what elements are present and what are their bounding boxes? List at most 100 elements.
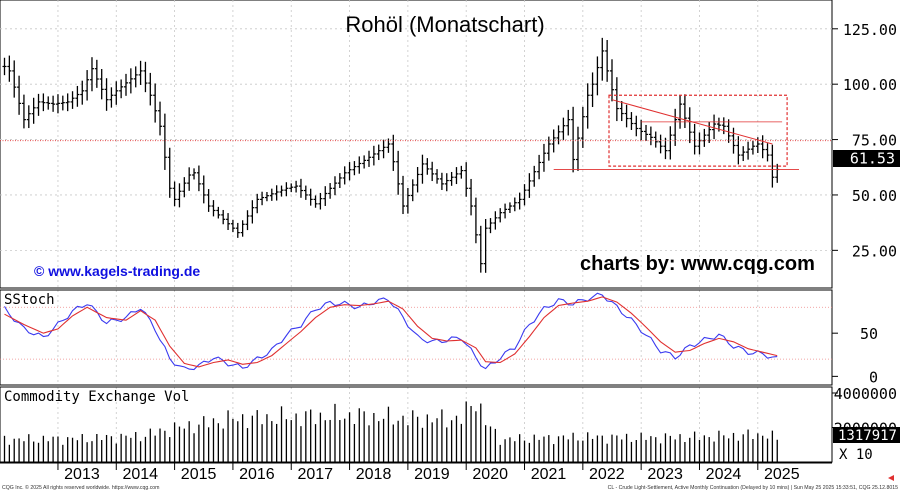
last-price-label: 61.53 <box>850 150 895 168</box>
ohlc-bar <box>55 94 60 114</box>
ohlc-bar <box>109 87 114 108</box>
x-tick-label: 2014 <box>122 466 158 483</box>
ohlc-bar <box>26 105 31 129</box>
ohlc-bar <box>507 202 512 214</box>
ohlc-bar <box>605 40 610 82</box>
scroll-arrow-icon[interactable] <box>888 475 894 481</box>
x-tick-label: 2018 <box>356 466 392 483</box>
ohlc-bar <box>75 85 80 107</box>
ohlc-bar <box>682 94 687 128</box>
ohlc-bar <box>226 213 231 231</box>
ohlc-bar <box>405 187 410 214</box>
ohlc-bar <box>337 173 342 188</box>
stoch-grid <box>0 306 832 360</box>
price-y-tick-label: 25.00 <box>852 242 897 260</box>
ohlc-bar <box>765 143 770 162</box>
ohlc-bar <box>692 123 697 155</box>
ohlc-bar <box>687 107 692 144</box>
ohlc-bar <box>469 178 474 216</box>
ohlc-bar <box>143 61 148 93</box>
ohlc-bar <box>124 73 128 96</box>
cqg-watermark: charts by: www.cqg.com <box>580 253 815 275</box>
ohlc-bar <box>410 179 415 202</box>
ohlc-bar <box>21 94 26 129</box>
ohlc-bar <box>401 175 406 215</box>
ohlc-bar <box>522 184 527 206</box>
x-tick-label: 2024 <box>706 466 742 483</box>
x-tick-label: 2016 <box>239 466 275 483</box>
ohlc-bar <box>245 210 250 231</box>
ohlc-bar <box>600 37 605 81</box>
ohlc-bar <box>726 119 731 143</box>
x-tick-label: 2015 <box>181 466 217 483</box>
ohlc-bar <box>298 178 303 198</box>
ohlc-bar <box>420 154 425 184</box>
ohlc-bar <box>381 139 386 159</box>
ohlc-bar <box>196 165 201 192</box>
ohlc-bar <box>760 135 765 159</box>
ohlc-bar <box>357 156 362 174</box>
ohlc-bar <box>371 145 376 166</box>
ohlc-bar <box>634 115 639 137</box>
stoch-lines <box>4 292 778 371</box>
ohlc-bar <box>216 206 221 219</box>
consolidation-range-box <box>608 94 788 167</box>
price-y-tick-label: 100.00 <box>843 76 897 94</box>
ohlc-bar <box>328 183 333 199</box>
ohlc-bar <box>284 182 289 197</box>
ohlc-bar <box>138 60 143 85</box>
ohlc-bar <box>425 158 430 175</box>
price-bars <box>2 37 780 273</box>
ohlc-bar <box>158 101 163 136</box>
ohlc-bar <box>99 69 104 100</box>
ohlc-bar <box>85 70 90 101</box>
last-volume-label: 1317917 <box>838 428 897 444</box>
ohlc-bar <box>575 126 580 171</box>
ohlc-bar <box>770 144 775 188</box>
ohlc-bar <box>473 197 478 244</box>
ohlc-bar <box>60 95 65 111</box>
ohlc-bar <box>332 176 337 196</box>
stoch-y-tick-label: 0 <box>869 368 878 386</box>
ohlc-bar <box>89 57 94 92</box>
ohlc-bar <box>532 165 537 187</box>
volume-y-tick-label: 4000000 <box>834 385 897 403</box>
ohlc-bar <box>367 150 371 167</box>
stoch-y-tick-label: 50 <box>860 325 878 343</box>
ohlc-bar <box>707 121 712 143</box>
ohlc-bar <box>483 219 488 273</box>
ohlc-bar <box>444 173 449 192</box>
ohlc-bar <box>561 117 566 140</box>
ohlc-bar <box>663 137 668 160</box>
ohlc-bar <box>177 183 182 208</box>
ohlc-bar <box>668 126 673 160</box>
ohlc-bar <box>274 185 279 201</box>
ohlc-bar <box>114 81 119 105</box>
ohlc-bar <box>279 185 284 197</box>
ohlc-bar <box>503 203 508 219</box>
kagels-watermark: © www.kagels-trading.de <box>34 263 200 279</box>
ohlc-bar <box>721 117 726 135</box>
ohlc-bar <box>104 78 109 111</box>
x-tick-label: 2013 <box>64 466 100 483</box>
x-tick-label: 2021 <box>531 466 567 483</box>
ohlc-bar <box>230 219 235 233</box>
ohlc-bar <box>308 188 313 206</box>
x-tick-label: 2017 <box>297 466 333 483</box>
ohlc-bar <box>362 155 367 169</box>
ohlc-bar <box>439 172 444 190</box>
ohlc-bar <box>517 192 522 210</box>
x-tick-label: 2023 <box>647 466 683 483</box>
ohlc-bar <box>673 108 678 146</box>
ohlc-bar <box>648 126 653 146</box>
price-overlays <box>0 94 832 170</box>
ohlc-bar <box>70 91 75 109</box>
ohlc-bar <box>541 143 546 172</box>
ohlc-bar <box>153 83 158 123</box>
ohlc-bar <box>264 192 269 202</box>
ohlc-bar <box>464 162 469 197</box>
stoch-panel-frame <box>0 289 833 386</box>
price-panel-frame <box>0 0 833 289</box>
ohlc-bar <box>624 104 629 128</box>
ohlc-bar <box>7 55 12 82</box>
